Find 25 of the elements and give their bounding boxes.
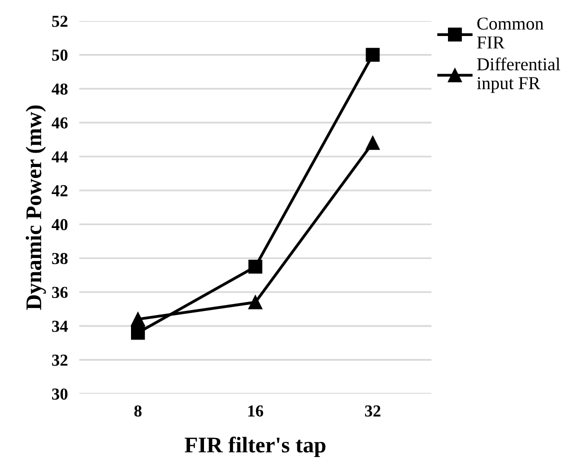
y-tick-label: 42	[52, 185, 68, 196]
y-axis-title: Dynamic Power (mw)	[26, 105, 46, 310]
x-axis-title: FIR filter's tap	[184, 436, 326, 458]
y-tick-label: 30	[52, 388, 68, 400]
y-tick-label: 36	[52, 286, 68, 298]
point	[366, 48, 380, 62]
point	[248, 295, 262, 310]
x-tick-label: 16	[248, 405, 264, 417]
y-tick-label: 52	[52, 16, 68, 27]
y-tick-label: 38	[52, 252, 68, 264]
legend-label: Common FIR	[477, 18, 544, 48]
legend-label: Differential input FR	[476, 57, 560, 93]
y-tick-label: 34	[52, 320, 68, 332]
x-tick-label: 8	[134, 405, 142, 417]
point	[248, 260, 262, 274]
point	[131, 326, 145, 340]
point	[131, 312, 145, 326]
y-tick-label: 32	[52, 354, 68, 366]
point	[366, 136, 380, 150]
y-tick-label: 48	[52, 83, 68, 95]
y-tick-label: 44	[52, 151, 68, 162]
y-tick-label: 50	[52, 50, 68, 61]
x-tick-label: 32	[365, 405, 380, 417]
y-tick-label: 40	[52, 219, 68, 230]
y-tick-label: 46	[52, 117, 68, 129]
